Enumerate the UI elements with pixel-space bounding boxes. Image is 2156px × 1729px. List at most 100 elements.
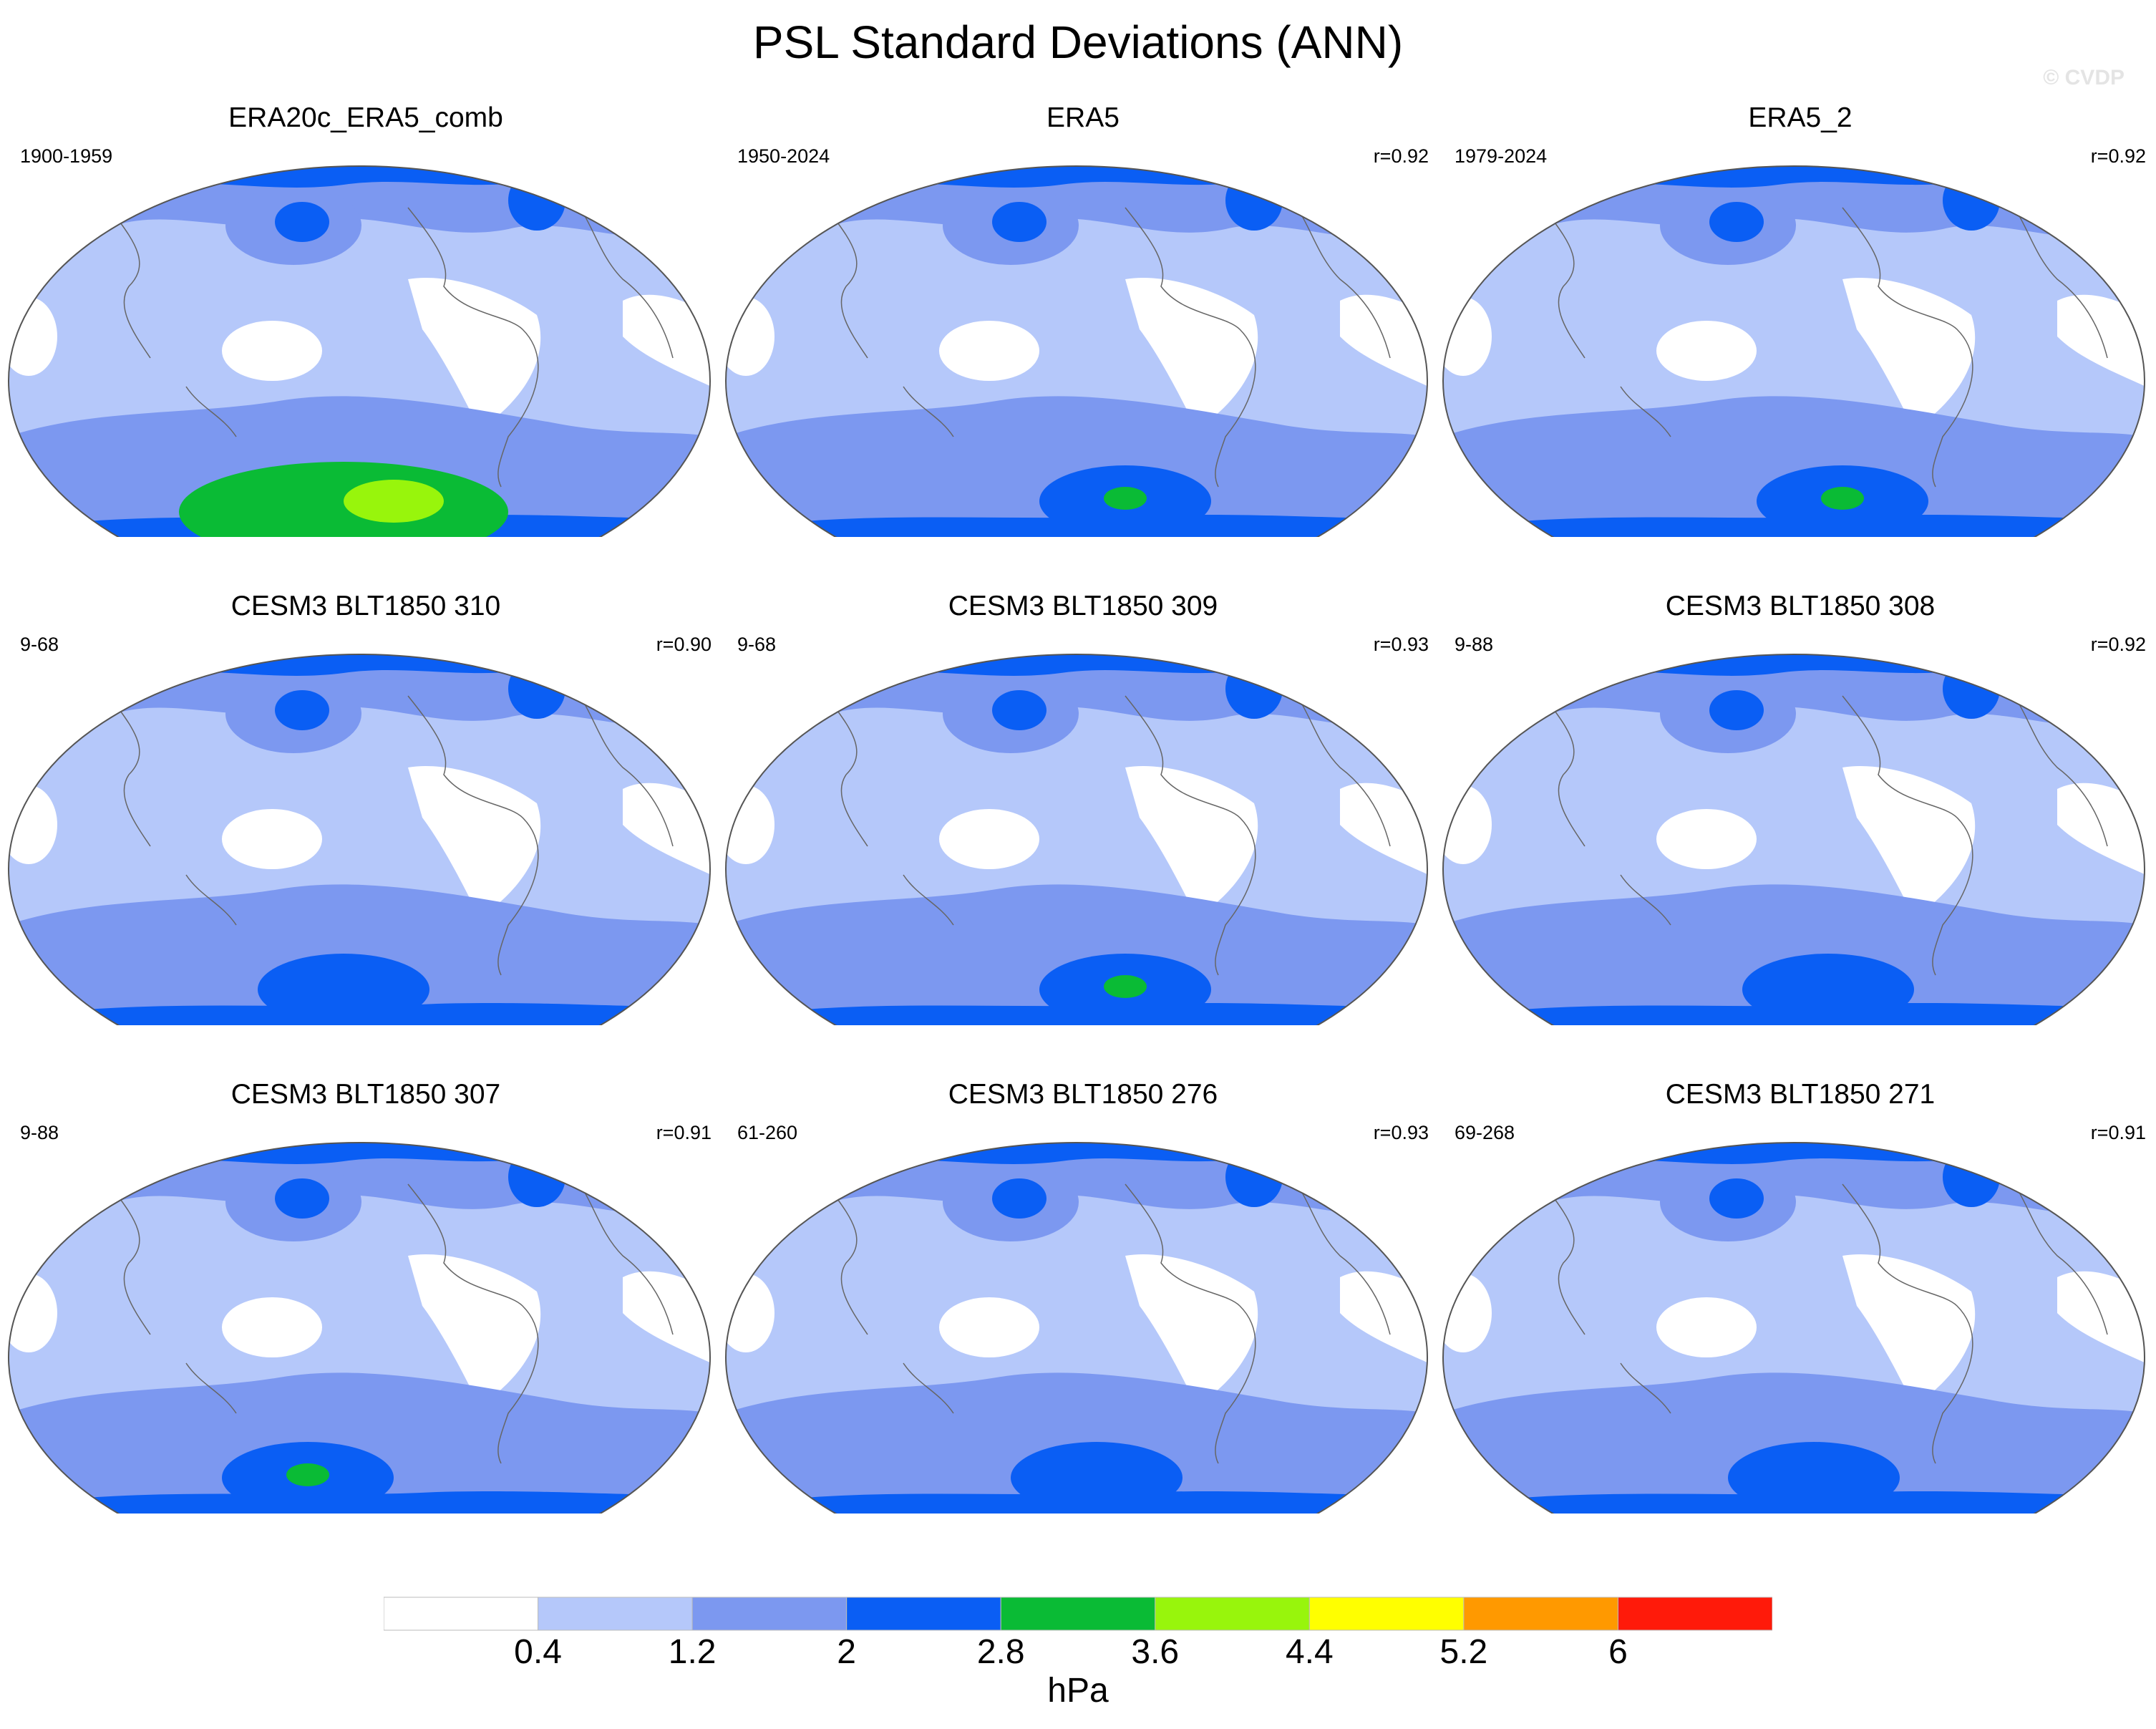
colorbar-tick-label: 2.8 bbox=[976, 1633, 1025, 1671]
map-panel: CESM3 BLT1850 310 9-68 r=0.90 bbox=[7, 589, 724, 1061]
world-map bbox=[725, 1142, 1428, 1514]
contour-fill-samerica-0-0.4 bbox=[408, 766, 541, 918]
contour-fill-antarctic-2-2.8 bbox=[1443, 1491, 2145, 1514]
map-outline bbox=[725, 165, 1428, 537]
world-map bbox=[725, 654, 1428, 1025]
world-map bbox=[1442, 654, 2145, 1025]
panel-title: ERA20c_ERA5_comb bbox=[228, 102, 503, 133]
colorbar-swatch bbox=[691, 1597, 848, 1631]
panel-title: CESM3 BLT1850 309 bbox=[948, 591, 1218, 621]
contour-fill-npac-2-2.8 bbox=[1709, 202, 1764, 242]
colorbar-swatch bbox=[1308, 1597, 1465, 1631]
contour-fill-samerica-0-0.4 bbox=[1842, 766, 1976, 918]
contour-fill-samerica-0-0.4 bbox=[1125, 1254, 1258, 1406]
colorbar-swatch bbox=[1000, 1597, 1156, 1631]
contour-fill-samerica-0-0.4 bbox=[1842, 278, 1976, 430]
world-map bbox=[8, 1142, 711, 1514]
coastline bbox=[1548, 1183, 2108, 1464]
contour-fill-icelandic-2-2.8 bbox=[508, 659, 565, 719]
colorbar-units: hPa bbox=[1047, 1672, 1109, 1710]
contour-fill-south-2.8-3.6 bbox=[1104, 975, 1147, 998]
map-outline bbox=[8, 1142, 711, 1514]
contour-fill-south-1.2-2 bbox=[726, 396, 1427, 537]
contour-fill-tropics-0-0.4 bbox=[1656, 809, 1757, 869]
contour-fill-antarctic-2-2.8 bbox=[1443, 1002, 2145, 1025]
contour-fill-icelandic-2-2.8 bbox=[508, 1147, 565, 1207]
colorbar-tick-label: 5.2 bbox=[1439, 1633, 1488, 1671]
contour-fill-icelandic-2-2.8 bbox=[1225, 659, 1283, 719]
contour-fill-samerica-0-0.4 bbox=[408, 1254, 541, 1406]
coastline bbox=[114, 207, 674, 488]
contour-fill-south-3.6-4.4 bbox=[344, 480, 444, 523]
panel-title: CESM3 BLT1850 307 bbox=[230, 1079, 501, 1110]
contour-fill-npac-2-2.8 bbox=[275, 690, 329, 730]
contour-fill-tropics-0-0.4 bbox=[222, 809, 322, 869]
world-map bbox=[8, 165, 711, 537]
colorbar-swatch bbox=[1617, 1597, 1772, 1631]
panel-correlation: r=0.91 bbox=[2090, 1122, 2146, 1143]
panel-period: 61-260 bbox=[737, 1122, 798, 1143]
panel-correlation: r=0.92 bbox=[1373, 145, 1429, 167]
panel-title: CESM3 BLT1850 276 bbox=[948, 1079, 1218, 1110]
contour-fill-antarctic-2-2.8 bbox=[726, 1491, 1427, 1514]
map-panel: CESM3 BLT1850 271 69-268 r=0.91 bbox=[1442, 1077, 2156, 1549]
contour-fill-icelandic-2-2.8 bbox=[1225, 170, 1283, 231]
map-outline bbox=[725, 1142, 1428, 1514]
map-panel: CESM3 BLT1850 276 61-260 r=0.93 bbox=[724, 1077, 1442, 1549]
contour-fill-samerica-0-0.4 bbox=[408, 278, 541, 430]
contour-fill-antarctic-2-2.8 bbox=[726, 514, 1427, 537]
panel-title: CESM3 BLT1850 310 bbox=[230, 591, 501, 621]
map-panel: CESM3 BLT1850 307 9-88 r=0.91 bbox=[7, 1077, 724, 1549]
map-panel: ERA5 1950-2024 r=0.92 bbox=[724, 100, 1442, 573]
colorbar-swatch bbox=[846, 1597, 1001, 1631]
contour-fill-south-1.2-2 bbox=[726, 884, 1427, 1025]
panel-title: ERA5_2 bbox=[1748, 102, 1852, 133]
map-panel: CESM3 BLT1850 308 9-88 r=0.92 bbox=[1442, 589, 2156, 1061]
contour-fill-south-2.8-3.6 bbox=[1821, 487, 1864, 510]
contour-fill-antarctic-2-2.8 bbox=[1443, 514, 2145, 537]
colorbar-tick-label: 3.6 bbox=[1131, 1633, 1180, 1671]
contour-fill-npac-2-2.8 bbox=[275, 1178, 329, 1219]
map-panel: CESM3 BLT1850 309 9-68 r=0.93 bbox=[724, 589, 1442, 1061]
coastline bbox=[1548, 695, 2108, 976]
panel-correlation: r=0.90 bbox=[656, 634, 712, 655]
contour-fill-tropics-0-0.4 bbox=[1656, 321, 1757, 381]
panel-title: CESM3 BLT1850 271 bbox=[1665, 1079, 1936, 1110]
panel-period: 9-68 bbox=[20, 634, 59, 655]
panel-period: 1900-1959 bbox=[20, 145, 113, 167]
contour-fill-samerica-0-0.4 bbox=[1842, 1254, 1976, 1406]
contour-fill-south-2.8-3.6 bbox=[1104, 487, 1147, 510]
panel-correlation: r=0.92 bbox=[2090, 145, 2146, 167]
panel-period: 69-268 bbox=[1455, 1122, 1515, 1143]
world-map bbox=[8, 654, 711, 1025]
colorbar-swatch bbox=[1155, 1597, 1310, 1631]
contour-fill-tropics-0-0.4 bbox=[939, 321, 1039, 381]
contour-fill-tropics-0-0.4 bbox=[222, 321, 322, 381]
panel-title: CESM3 BLT1850 308 bbox=[1665, 591, 1936, 621]
coastline bbox=[831, 207, 1391, 488]
colorbar-tick-label: 0.4 bbox=[514, 1633, 562, 1671]
map-outline bbox=[8, 654, 711, 1025]
panel-period: 1979-2024 bbox=[1455, 145, 1548, 167]
watermark: © CVDP bbox=[2043, 66, 2125, 89]
contour-fill-npac-2-2.8 bbox=[1709, 1178, 1764, 1219]
map-panel: ERA5_2 1979-2024 r=0.92 bbox=[1442, 100, 2156, 573]
contour-fill-antarctic-2-2.8 bbox=[9, 1002, 710, 1025]
contour-fill-npac-2-2.8 bbox=[1709, 690, 1764, 730]
contour-fill-icelandic-2-2.8 bbox=[1943, 170, 2000, 231]
world-map bbox=[725, 165, 1428, 537]
colorbar-swatch bbox=[538, 1597, 693, 1631]
map-outline bbox=[725, 654, 1428, 1025]
contour-fill-samerica-0-0.4 bbox=[1125, 278, 1258, 430]
map-outline bbox=[8, 165, 711, 537]
contour-fill-tropics-0-0.4 bbox=[939, 1297, 1039, 1357]
map-outline bbox=[1442, 165, 2145, 537]
contour-fill-tropics-0-0.4 bbox=[939, 809, 1039, 869]
coastline bbox=[114, 695, 674, 976]
contour-fill-south-1.2-2 bbox=[1443, 884, 2145, 1025]
main-title: PSL Standard Deviations (ANN) bbox=[752, 16, 1404, 68]
panel-correlation: r=0.93 bbox=[1373, 634, 1429, 655]
panel-period: 9-88 bbox=[1455, 634, 1494, 655]
world-map bbox=[1442, 165, 2145, 537]
contour-fill-antarctic-2-2.8 bbox=[726, 1002, 1427, 1025]
